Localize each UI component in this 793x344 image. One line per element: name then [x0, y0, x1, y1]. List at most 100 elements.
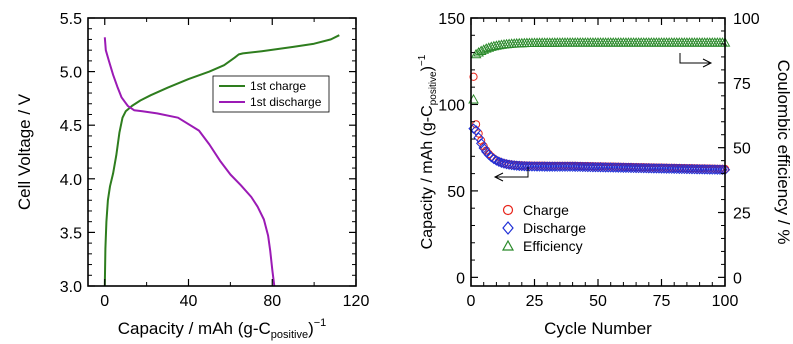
discharge-point: [478, 142, 489, 154]
efficiency-point: [470, 48, 482, 59]
voltage-legend: 1st charge 1st discharge: [212, 75, 330, 113]
capacity-arrow-head: [493, 172, 504, 182]
discharge-point: [671, 163, 682, 175]
discharge-point: [702, 164, 713, 175]
discharge-point: [674, 163, 685, 175]
efficiency-point: [475, 45, 487, 56]
capacity-y-tick-label: 150: [438, 11, 465, 28]
discharge-point: [567, 161, 578, 172]
discharge-point: [536, 161, 548, 172]
y-tick-label: 5.5: [60, 11, 82, 28]
voltage-x-label-sup: −1: [314, 317, 327, 329]
charge-point: [469, 72, 478, 81]
discharge-point: [663, 163, 675, 174]
discharge-point: [475, 138, 487, 149]
discharge-point: [488, 153, 500, 165]
cycling-y-label-sup: −1: [417, 54, 428, 66]
discharge-point: [635, 162, 647, 174]
discharge-point: [534, 161, 545, 172]
x-tick-label: 120: [343, 293, 370, 310]
legend-label-cycle-efficiency: Efficiency: [523, 238, 583, 254]
legend-marker-efficiency: [501, 239, 515, 251]
efficiency-y-tick-label: 75: [733, 76, 751, 93]
legend-label-cycle-discharge: Discharge: [523, 220, 586, 236]
discharge-point: [613, 162, 624, 173]
voltage-plot-frame: [87, 17, 357, 287]
discharge-point: [592, 162, 604, 173]
voltage-ticks: 0 40 80 120 3.0 3.5 4.0 4.5 5.0 5.5: [60, 11, 370, 310]
legend-label-charge: 1st charge: [250, 79, 306, 93]
voltage-chart: 0 40 80 120 3.0 3.5 4.0 4.5 5.0 5.5 Cell Voltage …: [15, 11, 369, 341]
efficiency-point: [473, 46, 484, 57]
discharge-point: [694, 164, 705, 175]
discharge-point: [549, 161, 561, 172]
capacity-axis-arrow: [493, 167, 529, 182]
legend-marker-discharge: [502, 221, 514, 235]
cycle-x-tick-label: 100: [712, 293, 739, 310]
discharge-point: [686, 163, 698, 175]
discharge-point: [572, 161, 583, 173]
capacity-arrow-line: [495, 167, 529, 178]
discharge-point: [575, 161, 586, 173]
y-tick-label: 5.0: [60, 65, 82, 82]
cycling-series-layer: [468, 37, 731, 176]
charge-point: [471, 120, 481, 129]
cycling-y-axis-left-label: Capacity / mAh (g-Cpositive)−1: [417, 54, 439, 249]
discharge-point: [668, 163, 680, 174]
discharge-curve: [103, 37, 276, 287]
y-tick-label: 3.0: [60, 279, 82, 296]
discharge-point: [643, 163, 655, 174]
efficiency-y-tick-label: 100: [733, 11, 760, 28]
cycling-plot-frame: [470, 17, 726, 287]
discharge-point: [544, 161, 555, 172]
discharge-point: [493, 156, 505, 167]
cycling-chart: 0 25 50 75 100 0 50 100 150 0 25 50 75 100 Capacity /…: [417, 11, 793, 338]
cycling-ticks: 0 25 50 75 100 0 50 100 150 0 25 50 75 100: [438, 11, 760, 310]
discharge-point: [638, 162, 649, 174]
efficiency-arrow-line: [679, 53, 711, 64]
x-tick-label: 0: [100, 293, 109, 310]
discharge-point: [714, 164, 726, 175]
y-tick-label: 4.0: [60, 172, 82, 189]
discharge-point: [610, 162, 621, 173]
discharge-point: [531, 161, 543, 172]
discharge-point: [630, 162, 642, 174]
discharge-point: [712, 164, 723, 175]
discharge-point: [709, 164, 721, 175]
discharge-point: [547, 161, 558, 172]
y-tick-label: 3.5: [60, 225, 82, 242]
discharge-point: [661, 163, 672, 174]
discharge-point: [656, 163, 667, 174]
x-tick-label: 40: [180, 293, 198, 310]
legend-label-discharge: 1st discharge: [250, 95, 322, 109]
discharge-point: [590, 161, 601, 173]
discharge-point: [582, 161, 594, 173]
discharge-point: [620, 162, 632, 173]
discharge-point: [699, 164, 710, 175]
voltage-series-layer: [103, 34, 340, 287]
discharge-point: [651, 163, 662, 174]
discharge-point: [539, 161, 550, 172]
discharge-point: [519, 160, 530, 172]
voltage-x-label-sub: positive: [271, 329, 308, 341]
discharge-point: [696, 164, 708, 175]
discharge-point: [595, 162, 606, 173]
capacity-y-tick-label: 0: [456, 270, 465, 287]
cycle-x-tick-label: 25: [526, 293, 544, 310]
discharge-point: [552, 161, 563, 172]
discharge-point: [585, 161, 596, 173]
efficiency-y-tick-label: 50: [733, 141, 751, 158]
discharge-point: [623, 162, 634, 174]
discharge-point: [666, 163, 677, 174]
cycling-y-axis-right-label: Coulombic efficiency / %: [774, 60, 793, 245]
discharge-point: [615, 162, 627, 173]
cycling-y-label-tail: ): [419, 66, 436, 71]
cycling-legend: Charge Discharge Efficiency: [501, 202, 586, 254]
capacity-y-tick-label: 100: [438, 97, 465, 114]
discharge-point: [689, 163, 700, 175]
cycling-y-label-main: Capacity / mAh (g-C: [419, 105, 436, 249]
x-tick-label: 80: [263, 293, 281, 310]
discharge-point: [618, 162, 629, 173]
discharge-point: [597, 162, 609, 173]
